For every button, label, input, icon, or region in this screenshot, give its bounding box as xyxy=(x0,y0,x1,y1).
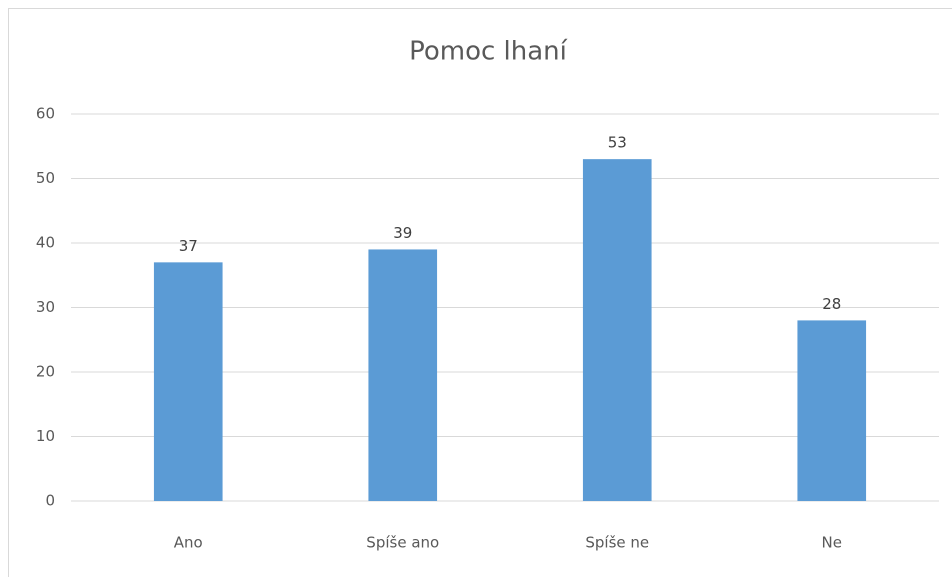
data-label: 39 xyxy=(393,224,412,242)
y-tick-label: 0 xyxy=(45,492,55,510)
x-tick-label: Ne xyxy=(822,534,842,552)
bar xyxy=(797,320,867,501)
data-label: 37 xyxy=(179,237,198,255)
x-tick-label: Ano xyxy=(174,534,203,552)
data-label: 28 xyxy=(822,295,841,313)
y-tick-label: 10 xyxy=(36,427,55,445)
y-tick-label: 50 xyxy=(36,169,55,187)
y-tick-label: 60 xyxy=(36,105,55,123)
y-tick-label: 30 xyxy=(36,298,55,316)
bar xyxy=(153,262,223,501)
x-tick-label: Spíše ano xyxy=(366,534,439,552)
data-label: 53 xyxy=(608,134,627,152)
bar xyxy=(368,249,438,501)
y-tick-label: 20 xyxy=(36,363,55,381)
chart-title: Pomoc lhaní xyxy=(409,37,568,67)
y-tick-label: 40 xyxy=(36,234,55,252)
x-tick-label: Spíše ne xyxy=(585,534,649,552)
bar xyxy=(582,159,652,501)
